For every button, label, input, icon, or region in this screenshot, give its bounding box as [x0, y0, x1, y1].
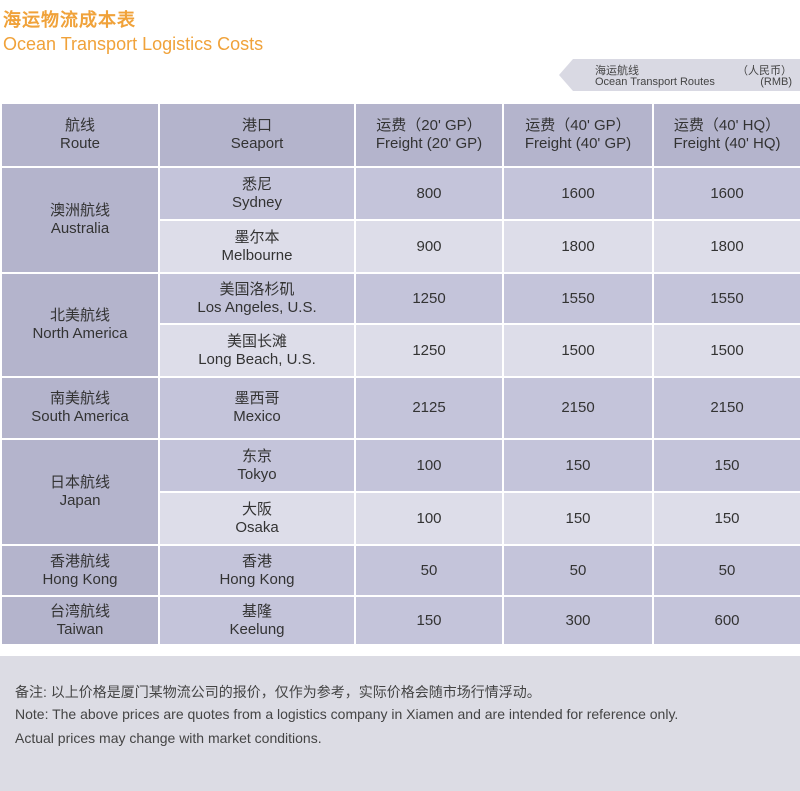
freight-cell-gp20: 100	[354, 438, 504, 493]
note-en-line1: Note: The above prices are quotes from a…	[15, 706, 679, 722]
header-freight-40gp: 运费（40' GP） Freight (40' GP)	[502, 102, 654, 168]
table-row: 墨尔本 Melbourne 900 1800 1800	[1, 219, 800, 274]
route-cell: 日本航线 Japan	[0, 438, 160, 546]
seaport-cell: 基隆 Keelung	[158, 595, 356, 646]
route-label-cn: 海运航线	[595, 65, 639, 77]
page-title-en: Ocean Transport Logistics Costs	[3, 34, 264, 54]
route-cell: 北美航线 North America	[0, 272, 160, 378]
header-freight-20gp: 运费（20' GP） Freight (20' GP)	[354, 102, 504, 168]
freight-cell-hq40: 1550	[652, 272, 800, 325]
freight-cell-hq40: 600	[652, 595, 800, 646]
currency-label-en: (RMB)	[760, 76, 792, 88]
freight-cell-hq40: 2150	[652, 376, 800, 440]
freight-cell-gp40: 50	[502, 544, 654, 597]
page-title-cn: 海运物流成本表	[3, 10, 136, 31]
freight-cell-gp20: 100	[354, 491, 504, 546]
route-label-en: Ocean Transport Routes	[595, 76, 715, 88]
freight-cell-gp40: 300	[502, 595, 654, 646]
freight-cell-hq40: 150	[652, 438, 800, 493]
freight-cell-hq40: 50	[652, 544, 800, 597]
freight-cell-hq40: 1800	[652, 219, 800, 274]
freight-cell-hq40: 1600	[652, 166, 800, 221]
freight-cell-gp20: 1250	[354, 323, 504, 378]
seaport-cell: 香港 Hong Kong	[158, 544, 356, 597]
freight-cell-hq40: 1500	[652, 323, 800, 378]
route-cell: 澳洲航线 Australia	[0, 166, 160, 274]
table-header-row: 航线 Route 港口 Seaport 运费（20' GP） Freight (20'…	[0, 102, 800, 168]
seaport-cell: 美国长滩 Long Beach, U.S.	[158, 323, 356, 378]
route-cell: 香港航线 Hong Kong	[0, 544, 160, 597]
freight-cell-gp40: 150	[502, 491, 654, 546]
header-seaport: 港口 Seaport	[158, 102, 356, 168]
left-arrow-icon	[559, 59, 573, 91]
table-row: 南美航线 South America 墨西哥 Mexico 2125 2150 2150	[0, 376, 800, 440]
seaport-cell: 美国洛杉矶 Los Angeles, U.S.	[158, 272, 356, 325]
table-row: 日本航线 Japan 东京 Tokyo 100 150 150	[0, 438, 800, 546]
freight-cell-gp40: 1500	[502, 323, 654, 378]
table-row: 澳洲航线 Australia 悉尼 Sydney 800 1600 1600	[0, 166, 800, 274]
note-en-line2: Actual prices may change with market con…	[15, 730, 322, 746]
freight-cell-gp40: 1800	[502, 219, 654, 274]
header-route: 航线 Route	[0, 102, 160, 168]
freight-cell-gp40: 150	[502, 438, 654, 493]
freight-cell-gp20: 900	[354, 219, 504, 274]
freight-cell-gp40: 1550	[502, 272, 654, 325]
route-cell: 台湾航线 Taiwan	[0, 595, 160, 646]
header-freight-40hq: 运费（40' HQ） Freight (40' HQ)	[652, 102, 800, 168]
route-cell: 南美航线 South America	[0, 376, 160, 440]
table-row: 大阪 Osaka 100 150 150	[1, 491, 800, 546]
table-row: 台湾航线 Taiwan 基隆 Keelung 150 300 600	[0, 595, 800, 646]
freight-cell-gp20: 150	[354, 595, 504, 646]
freight-cell-gp40: 1600	[502, 166, 654, 221]
currency-label-cn: （人民币）	[737, 65, 792, 77]
table-row: 香港航线 Hong Kong 香港 Hong Kong 50 50 50	[0, 544, 800, 597]
seaport-cell: 墨尔本 Melbourne	[158, 219, 356, 274]
freight-cell-gp20: 1250	[354, 272, 504, 325]
freight-cell-gp20: 50	[354, 544, 504, 597]
seaport-cell: 悉尼 Sydney	[158, 166, 356, 221]
freight-cell-hq40: 150	[652, 491, 800, 546]
seaport-cell: 大阪 Osaka	[158, 491, 356, 546]
seaport-cell: 东京 Tokyo	[158, 438, 356, 493]
freight-cell-gp20: 2125	[354, 376, 504, 440]
route-legend: 海运航线 Ocean Transport Routes （人民币） (RMB)	[559, 59, 800, 92]
table-row: 美国长滩 Long Beach, U.S. 1250 1500 1500	[1, 323, 800, 378]
freight-cell-gp40: 2150	[502, 376, 654, 440]
note-box: 备注: 以上价格是厦门某物流公司的报价，仅作为参考，实际价格会随市场行情浮动。 …	[0, 656, 800, 791]
note-cn: 备注: 以上价格是厦门某物流公司的报价，仅作为参考，实际价格会随市场行情浮动。	[15, 684, 541, 700]
table-row: 北美航线 North America 美国洛杉矶 Los Angeles, U.S. 1…	[0, 272, 800, 378]
seaport-cell: 墨西哥 Mexico	[158, 376, 356, 440]
freight-cell-gp20: 800	[354, 166, 504, 221]
freight-table: 航线 Route 港口 Seaport 运费（20' GP） Freight (20'…	[0, 102, 800, 646]
